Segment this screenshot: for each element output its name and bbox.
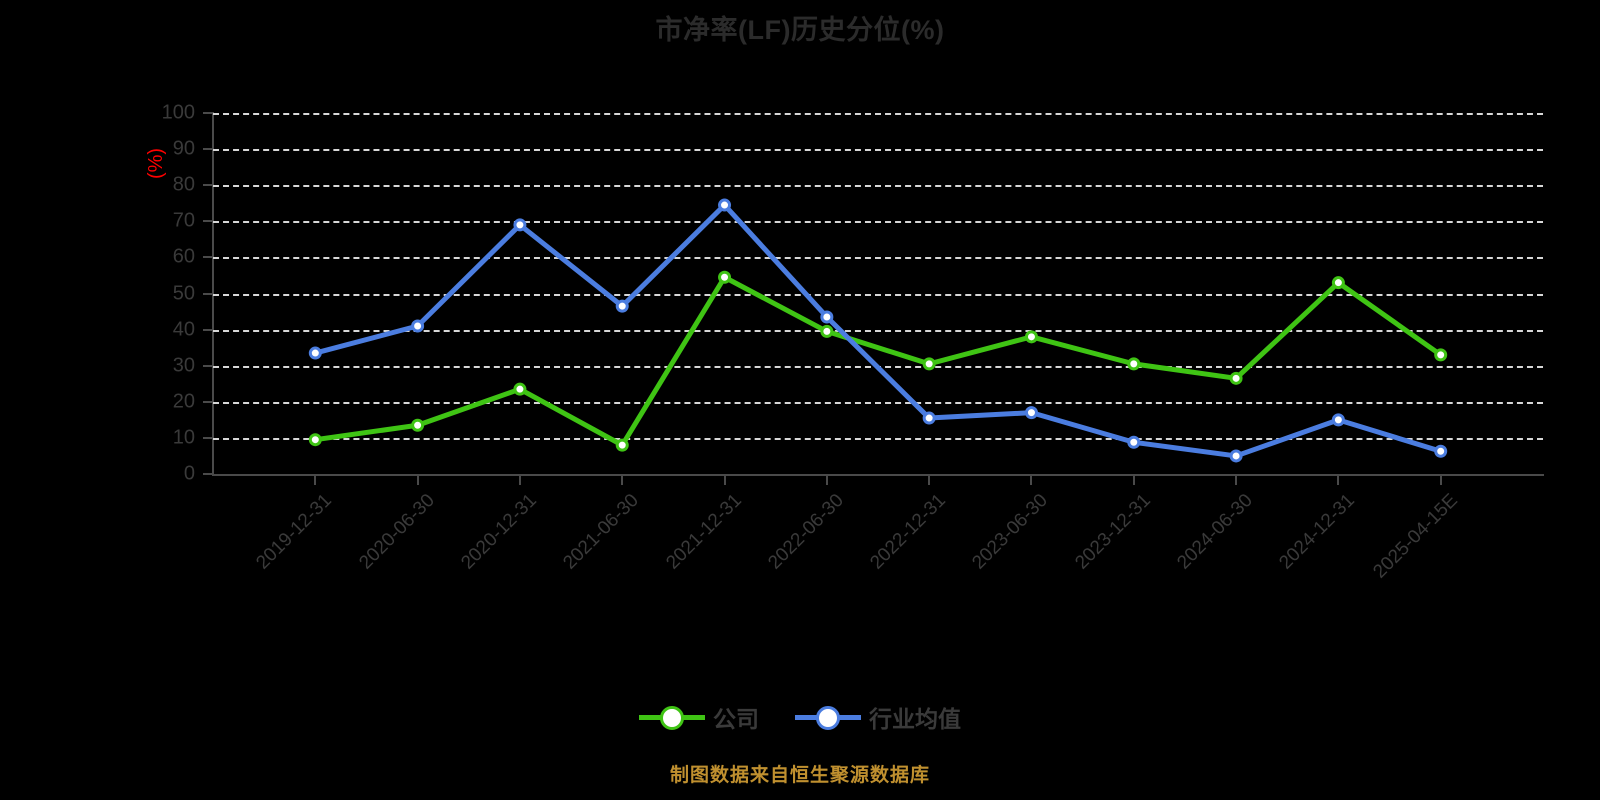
- data-point-marker[interactable]: [1024, 406, 1038, 420]
- gridline: [213, 293, 1543, 296]
- x-axis-tick: [621, 474, 624, 485]
- x-axis-tick: [928, 474, 931, 485]
- x-axis-tick: [518, 474, 521, 485]
- data-point-marker[interactable]: [411, 418, 425, 432]
- legend-label: 公司: [713, 706, 759, 732]
- x-axis-tick: [723, 474, 726, 485]
- y-axis-tick: [203, 436, 213, 439]
- data-point-marker[interactable]: [718, 270, 732, 284]
- gridline: [213, 221, 1543, 224]
- plot-area: [213, 113, 1543, 474]
- legend-item-company[interactable]: 公司: [639, 700, 759, 734]
- chart-footnote: 制图数据来自恒生聚源数据库: [669, 765, 930, 786]
- y-axis-tick-label: 90: [172, 137, 195, 160]
- y-axis-tick: [203, 148, 213, 151]
- y-axis-tick: [203, 256, 213, 259]
- gridline: [213, 401, 1543, 404]
- series-lines: [308, 198, 1448, 463]
- gridline: [213, 149, 1543, 152]
- y-axis-tick-label: 10: [172, 426, 195, 449]
- gridline: [213, 257, 1543, 260]
- data-point-marker[interactable]: [1229, 371, 1243, 385]
- x-axis-tick: [1132, 474, 1135, 485]
- gridline: [213, 329, 1543, 332]
- gridline: [213, 185, 1543, 188]
- data-point-marker[interactable]: [1434, 444, 1448, 458]
- y-axis-tick-label: 0: [183, 462, 195, 485]
- series-company: [308, 270, 1448, 452]
- series-line: [312, 202, 1444, 459]
- y-axis-tick-label: 100: [161, 101, 195, 124]
- legend-label: 行业均值: [869, 706, 961, 732]
- x-axis-tick: [1235, 474, 1238, 485]
- data-point-marker[interactable]: [1229, 449, 1243, 463]
- data-point-marker[interactable]: [1024, 330, 1038, 344]
- data-point-marker[interactable]: [1127, 357, 1141, 371]
- y-axis-tick-label: 30: [172, 354, 195, 377]
- series-line: [312, 274, 1444, 448]
- y-axis-tick-label: 40: [172, 318, 195, 341]
- data-point-marker[interactable]: [922, 357, 936, 371]
- x-axis-tick: [1439, 474, 1442, 485]
- y-axis-tick: [203, 364, 213, 367]
- chart-title: 市净率(LF)历史分位(%): [655, 15, 945, 45]
- data-point-marker[interactable]: [1331, 276, 1345, 290]
- data-point-marker[interactable]: [820, 310, 834, 324]
- gridline: [213, 113, 1543, 115]
- x-axis-line: [212, 474, 1544, 476]
- y-axis-tick-label: 50: [172, 282, 195, 304]
- y-axis-tick: [203, 220, 213, 223]
- data-point-marker[interactable]: [411, 319, 425, 333]
- chart-legend: 公司 行业均值: [0, 700, 1600, 734]
- data-point-marker[interactable]: [1127, 435, 1141, 449]
- data-point-marker[interactable]: [513, 218, 527, 232]
- data-point-marker[interactable]: [308, 346, 322, 360]
- data-point-marker[interactable]: [615, 438, 629, 452]
- data-point-marker[interactable]: [513, 382, 527, 396]
- x-axis-tick: [416, 474, 419, 485]
- legend-marker-icon: [795, 704, 861, 730]
- x-axis-tick: [314, 474, 317, 485]
- x-axis-tick: [1030, 474, 1033, 485]
- y-axis-tick-label: 60: [172, 245, 195, 268]
- legend-marker-icon: [639, 704, 705, 730]
- data-point-marker[interactable]: [308, 433, 322, 447]
- y-axis-tick: [203, 400, 213, 403]
- y-axis-tick: [203, 473, 213, 475]
- y-axis-tick: [203, 184, 213, 187]
- series-industry: [308, 198, 1448, 463]
- data-point-marker[interactable]: [922, 411, 936, 425]
- legend-item-industry[interactable]: 行业均值: [795, 700, 961, 734]
- x-axis-tick: [825, 474, 828, 485]
- x-axis-tick: [1337, 474, 1340, 485]
- y-axis-tick-label: 20: [172, 390, 195, 413]
- y-axis-tick-label: 70: [172, 209, 195, 232]
- data-point-marker[interactable]: [615, 299, 629, 313]
- y-axis-tick-label: 80: [172, 173, 195, 196]
- data-point-marker[interactable]: [820, 324, 834, 338]
- gridline: [213, 437, 1543, 440]
- data-point-marker[interactable]: [1331, 413, 1345, 427]
- y-axis-tick: [203, 292, 213, 295]
- y-axis-tick: [203, 328, 213, 331]
- data-point-marker[interactable]: [718, 198, 732, 212]
- data-point-marker[interactable]: [1434, 348, 1448, 362]
- y-axis-tick: [203, 112, 213, 114]
